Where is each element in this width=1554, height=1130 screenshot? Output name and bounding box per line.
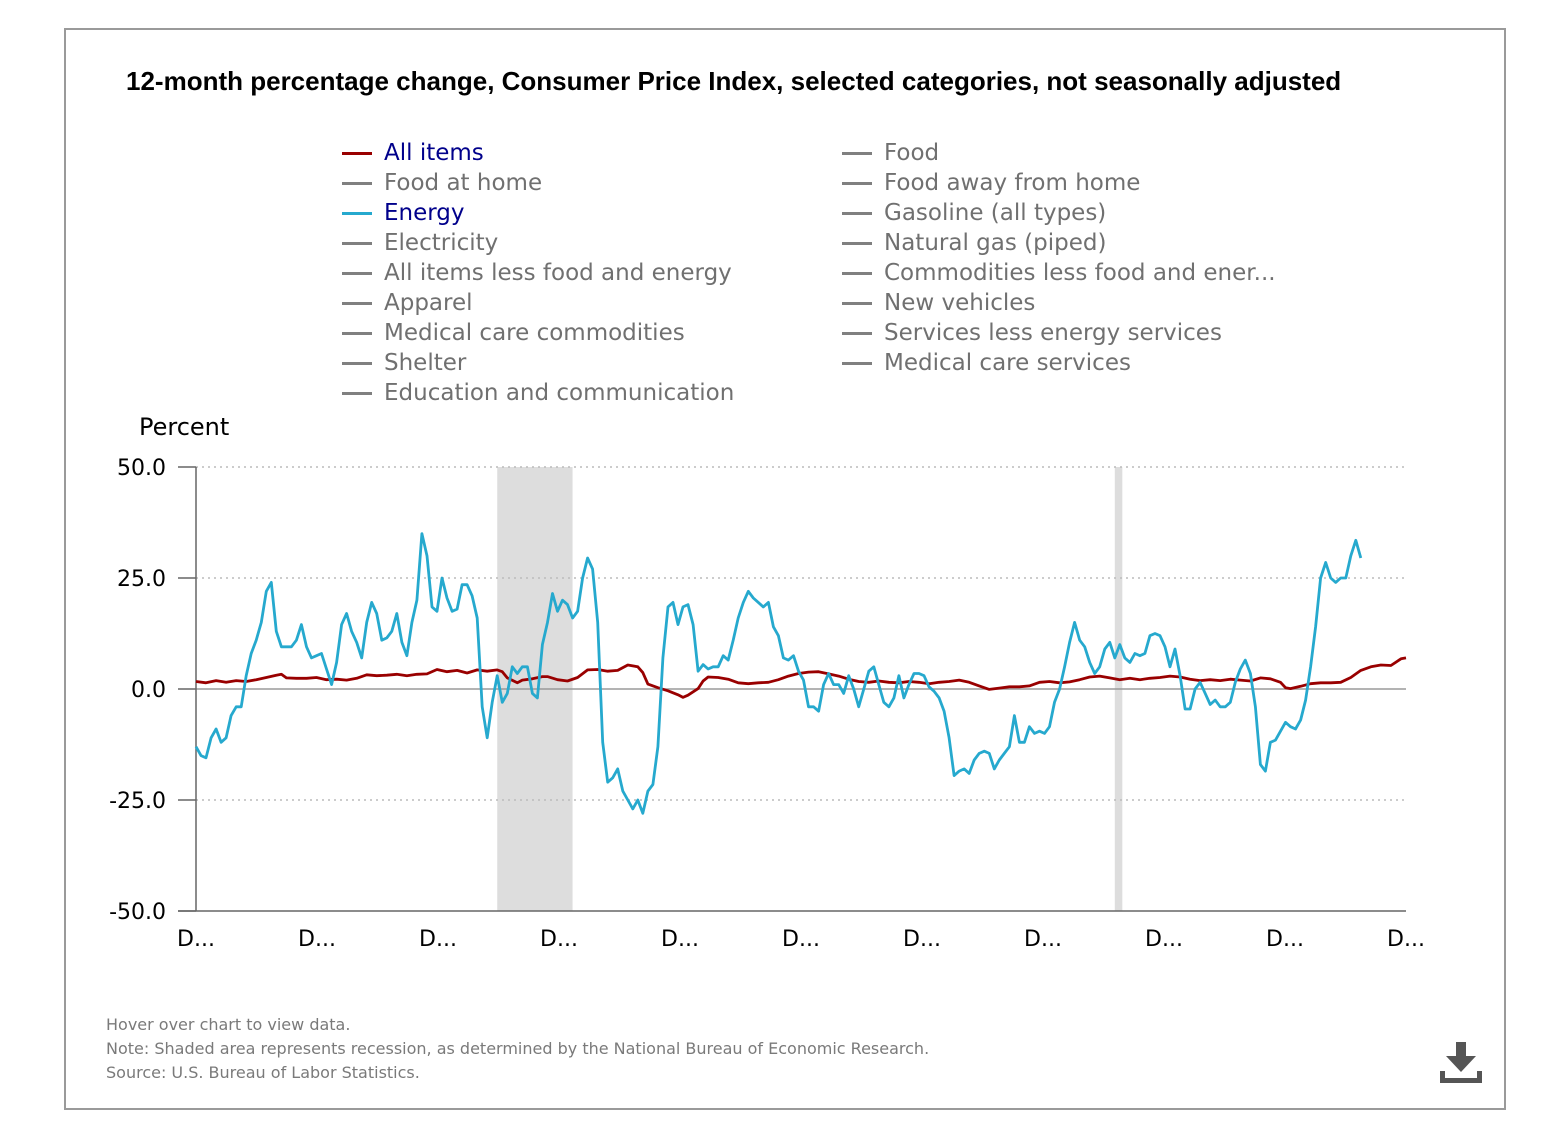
x-tick-label: D... <box>1266 927 1304 952</box>
legend-swatch <box>842 181 872 185</box>
legend-label: New vehicles <box>884 290 1036 316</box>
legend-swatch <box>342 271 372 275</box>
legend-swatch <box>342 331 372 335</box>
legend-swatch <box>842 271 872 275</box>
x-tick-label: D... <box>298 927 336 952</box>
legend-item[interactable]: Electricity <box>342 228 498 258</box>
legend-label: Shelter <box>384 350 467 376</box>
legend-item[interactable]: Energy <box>342 198 465 228</box>
legend-item[interactable]: Shelter <box>342 348 466 378</box>
y-tick-label: -50.0 <box>109 900 166 925</box>
hover-hint: Hover over chart to view data. <box>106 1015 351 1034</box>
y-tick-label: -25.0 <box>109 789 166 814</box>
legend-item[interactable]: Natural gas (piped) <box>842 228 1106 258</box>
recession-note: Note: Shaded area represents recession, … <box>106 1039 930 1058</box>
x-tick-label: D... <box>1387 927 1425 952</box>
legend-item[interactable]: Food at home <box>342 168 542 198</box>
legend-item[interactable]: Food away from home <box>842 168 1140 198</box>
chart-title: 12-month percentage change, Consumer Pri… <box>126 66 1342 96</box>
x-tick-label: D... <box>903 927 941 952</box>
x-tick-label: D... <box>177 927 215 952</box>
x-tick-label: D... <box>1145 927 1183 952</box>
legend-item[interactable]: Medical care services <box>842 348 1131 378</box>
legend-label: Medical care services <box>884 350 1131 376</box>
legend-swatch <box>842 331 872 335</box>
legend-label: Commodities less food and ener... <box>884 260 1276 286</box>
legend-swatch <box>342 151 372 155</box>
legend-item[interactable]: Services less energy services <box>842 318 1222 348</box>
download-icon <box>1440 1042 1482 1083</box>
legend-label: Medical care commodities <box>384 320 685 346</box>
legend-label: All items less food and energy <box>384 260 732 286</box>
legend-label: Gasoline (all types) <box>884 200 1107 226</box>
legend-label: All items <box>384 140 484 166</box>
x-tick-label: D... <box>782 927 820 952</box>
legend-swatch <box>342 391 372 395</box>
download-button[interactable] <box>1436 1040 1486 1086</box>
chart-frame <box>64 28 1506 1110</box>
y-tick-label: 25.0 <box>117 567 166 592</box>
legend-item[interactable]: Education and communication <box>342 378 734 408</box>
x-tick-label: D... <box>661 927 699 952</box>
y-tick-label: 0.0 <box>131 678 166 703</box>
legend-item[interactable]: Apparel <box>342 288 473 318</box>
y-axis-label: Percent <box>139 413 230 441</box>
legend-swatch <box>842 241 872 245</box>
legend-label: Food at home <box>384 170 543 196</box>
legend-item[interactable]: Medical care commodities <box>342 318 685 348</box>
y-tick-label: 50.0 <box>117 456 166 481</box>
legend-item[interactable]: Commodities less food and ener... <box>842 258 1276 288</box>
legend-swatch <box>842 211 872 215</box>
legend-item[interactable]: All items <box>342 138 484 168</box>
legend-label: Natural gas (piped) <box>884 230 1107 256</box>
legend-swatch <box>842 301 872 305</box>
legend-label: Energy <box>384 200 465 226</box>
legend-label: Electricity <box>384 230 499 256</box>
legend-item[interactable]: Food <box>842 138 939 168</box>
source-note: Source: U.S. Bureau of Labor Statistics. <box>106 1063 420 1082</box>
x-tick-label: D... <box>540 927 578 952</box>
legend-label: Services less energy services <box>884 320 1222 346</box>
legend-swatch <box>342 181 372 185</box>
series-line-energy <box>194 532 1363 815</box>
legend-swatch <box>842 151 872 155</box>
legend-item[interactable]: Gasoline (all types) <box>842 198 1106 228</box>
legend-label: Food away from home <box>884 170 1141 196</box>
series-line-all-items <box>195 656 1407 699</box>
x-tick-label: D... <box>1024 927 1062 952</box>
legend-item[interactable]: New vehicles <box>842 288 1035 318</box>
x-tick-label: D... <box>419 927 457 952</box>
legend-label: Food <box>884 140 940 166</box>
legend-swatch <box>342 211 372 215</box>
legend-item[interactable]: All items less food and energy <box>342 258 732 288</box>
legend-swatch <box>342 241 372 245</box>
legend-label: Apparel <box>384 290 473 316</box>
chart-footer: Hover over chart to view data. Note: Sha… <box>106 1013 929 1085</box>
legend-swatch <box>342 301 372 305</box>
legend-swatch <box>342 361 372 365</box>
legend-label: Education and communication <box>384 380 735 406</box>
legend-swatch <box>842 361 872 365</box>
